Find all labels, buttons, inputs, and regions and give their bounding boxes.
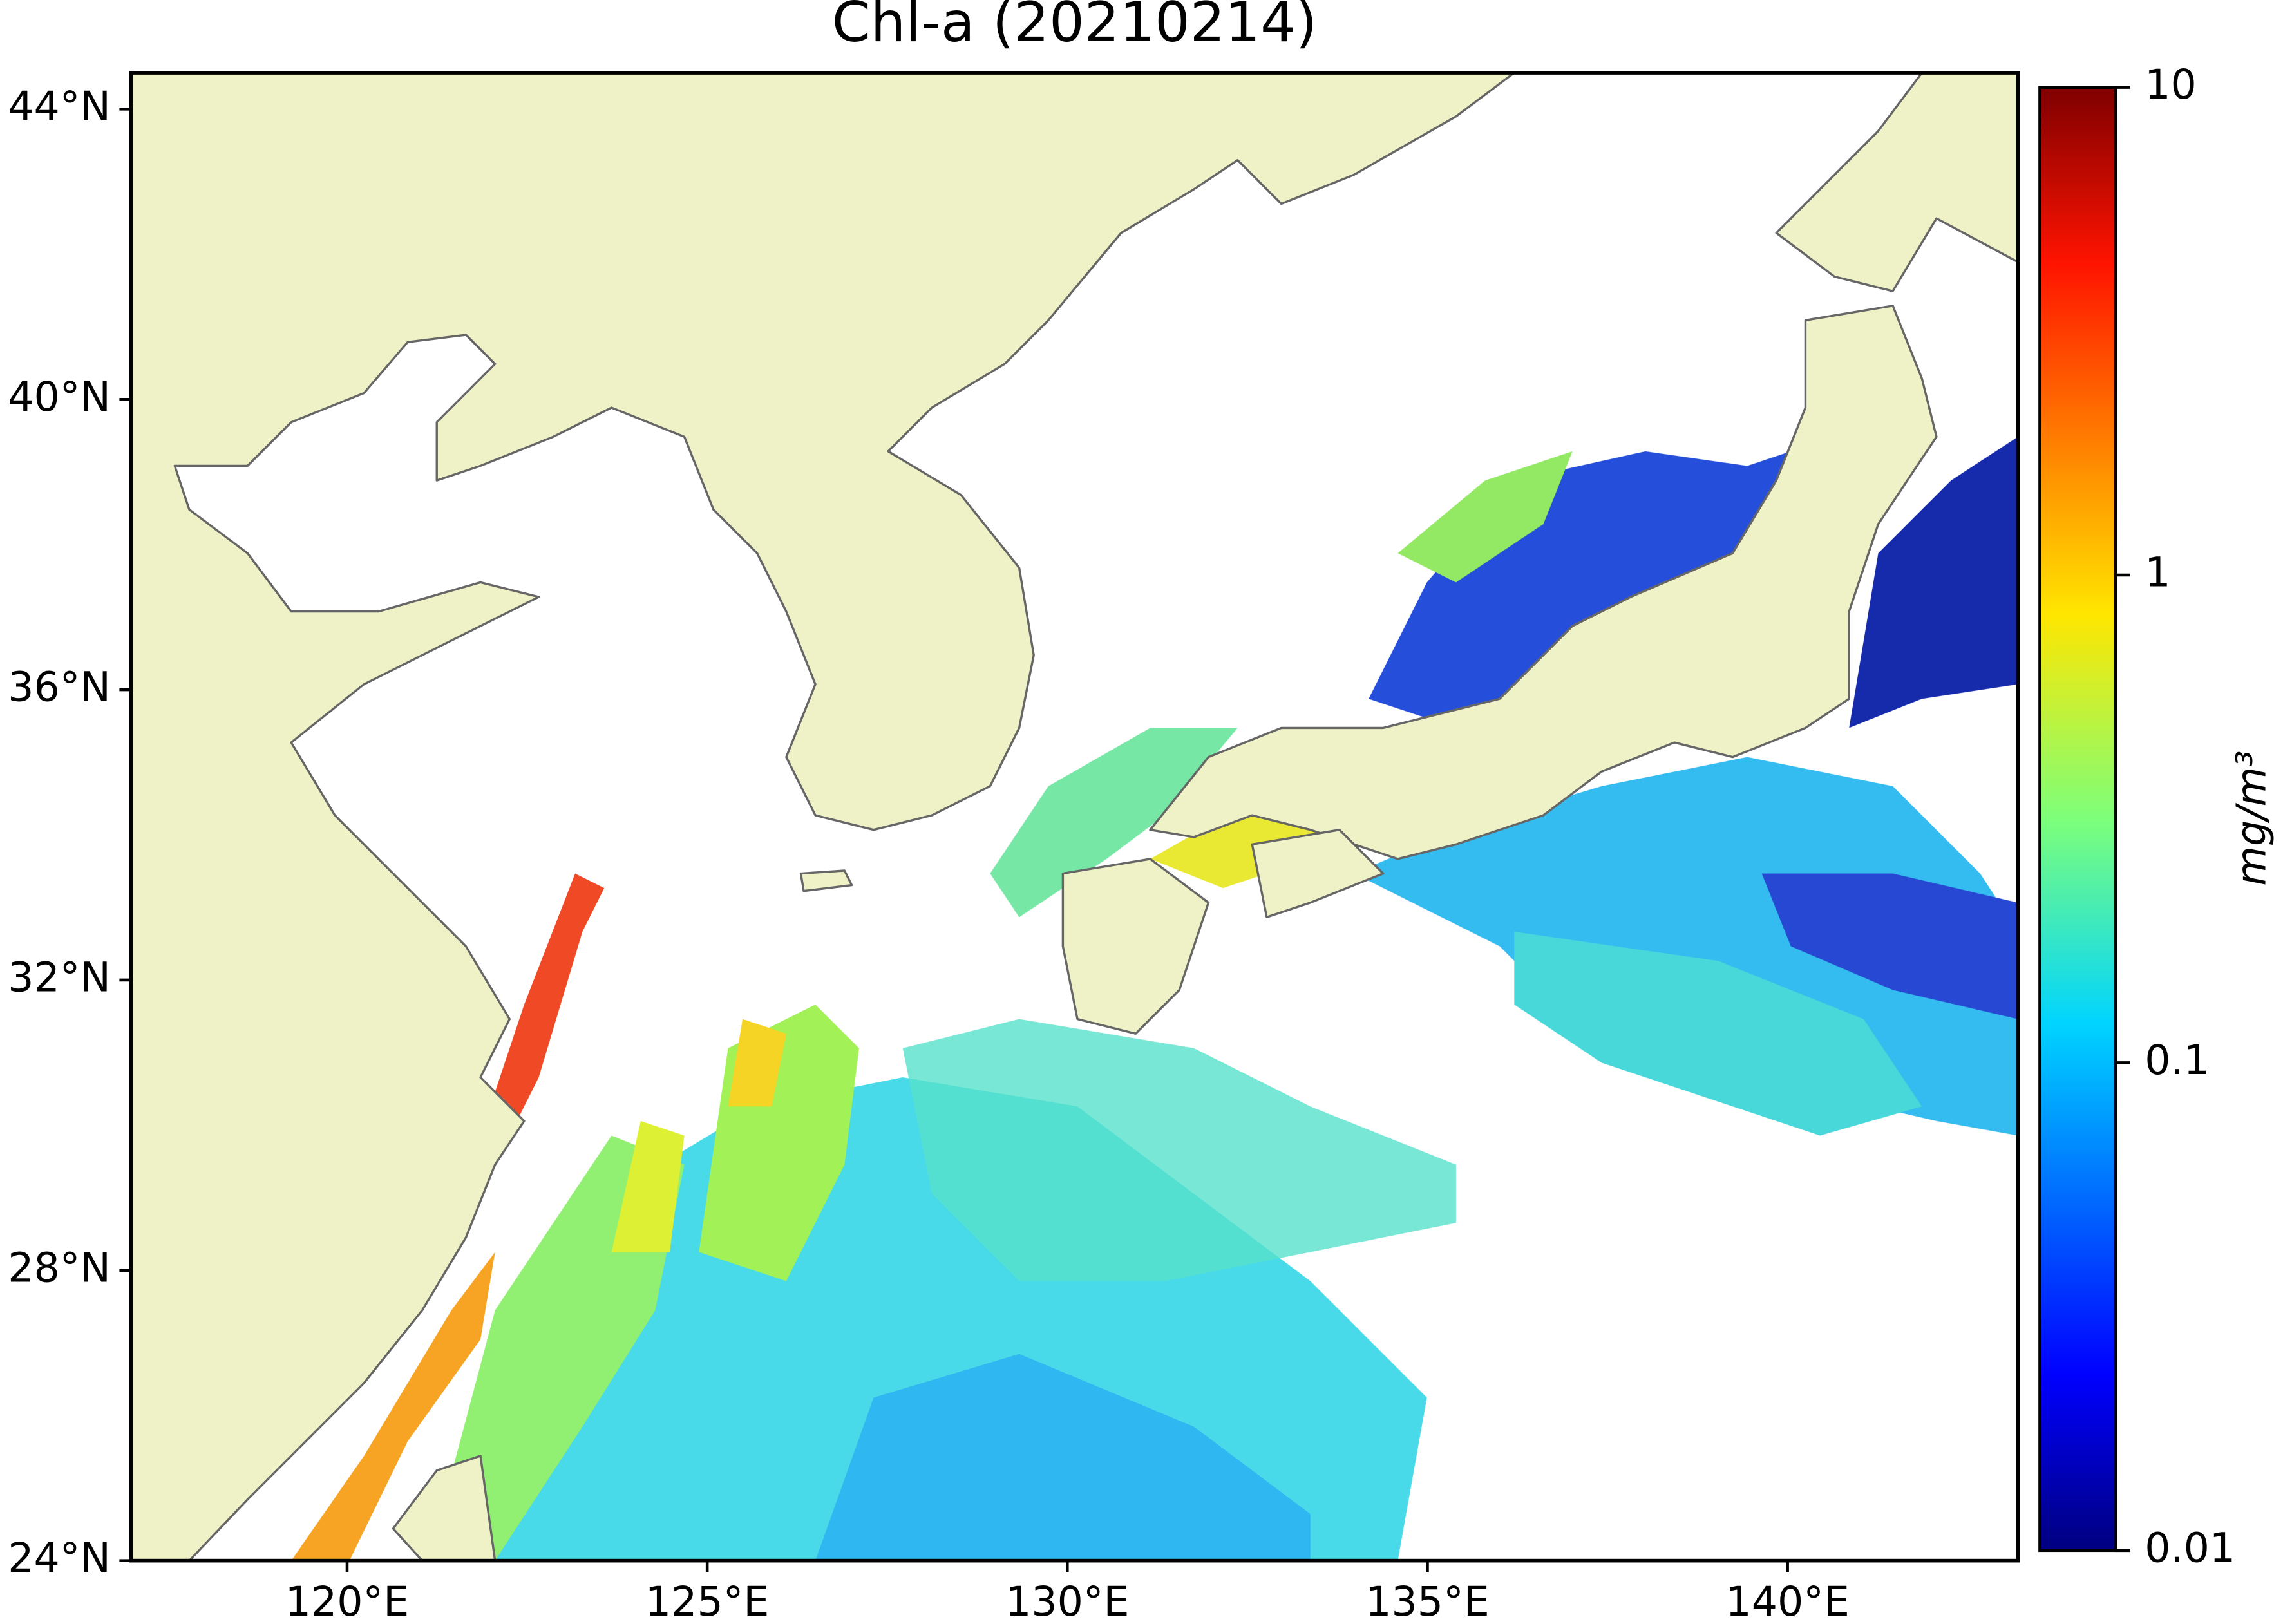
colorbar-tick-label: 0.1	[2145, 1036, 2210, 1084]
x-tick-label: 130°E	[1005, 1578, 1129, 1624]
y-tick-label: 44°N	[8, 82, 111, 130]
colorbar-tick-label: 0.01	[2145, 1524, 2235, 1571]
map-frame	[129, 71, 2020, 1563]
y-tick-label: 36°N	[8, 663, 111, 711]
chl-patch	[1514, 931, 1922, 1136]
colorbar	[2038, 86, 2117, 1553]
x-tick-label: 135°E	[1365, 1578, 1489, 1624]
map-area	[131, 73, 2018, 1561]
colorbar-tick-label: 10	[2145, 61, 2197, 108]
y-tick-label: 40°N	[8, 373, 111, 420]
colorbar-tick-label: 1	[2145, 549, 2170, 596]
map-title: Chl-a (20210214)	[832, 0, 1318, 55]
chl-patch	[990, 728, 1238, 918]
y-tick-label: 24°N	[8, 1534, 111, 1582]
x-tick-label: 120°E	[285, 1578, 409, 1624]
chl-patch	[1849, 437, 2018, 728]
chl-patch	[611, 1120, 685, 1252]
x-tick-label: 125°E	[645, 1578, 769, 1624]
kyushu	[1061, 858, 1210, 1035]
chl-patch	[815, 1354, 1311, 1561]
jeju	[799, 869, 853, 892]
chl-patch	[728, 1019, 786, 1107]
shikoku	[1251, 828, 1385, 919]
x-tick-label: 140°E	[1725, 1578, 1849, 1624]
chl-patch	[902, 1019, 1456, 1281]
chl-patch	[291, 1252, 495, 1561]
chl-patch	[1761, 873, 2018, 1019]
hokkaido	[1775, 73, 2018, 292]
y-tick-label: 28°N	[8, 1243, 111, 1291]
chlorophyll-field	[189, 437, 2018, 1561]
chl-patch	[1397, 451, 1573, 583]
colorbar-label: mg/m³	[2227, 751, 2275, 886]
y-tick-label: 32°N	[8, 954, 111, 1001]
chl-patch	[1369, 451, 1791, 728]
asia-mainland	[131, 73, 1515, 1561]
taiwan	[392, 1455, 497, 1561]
